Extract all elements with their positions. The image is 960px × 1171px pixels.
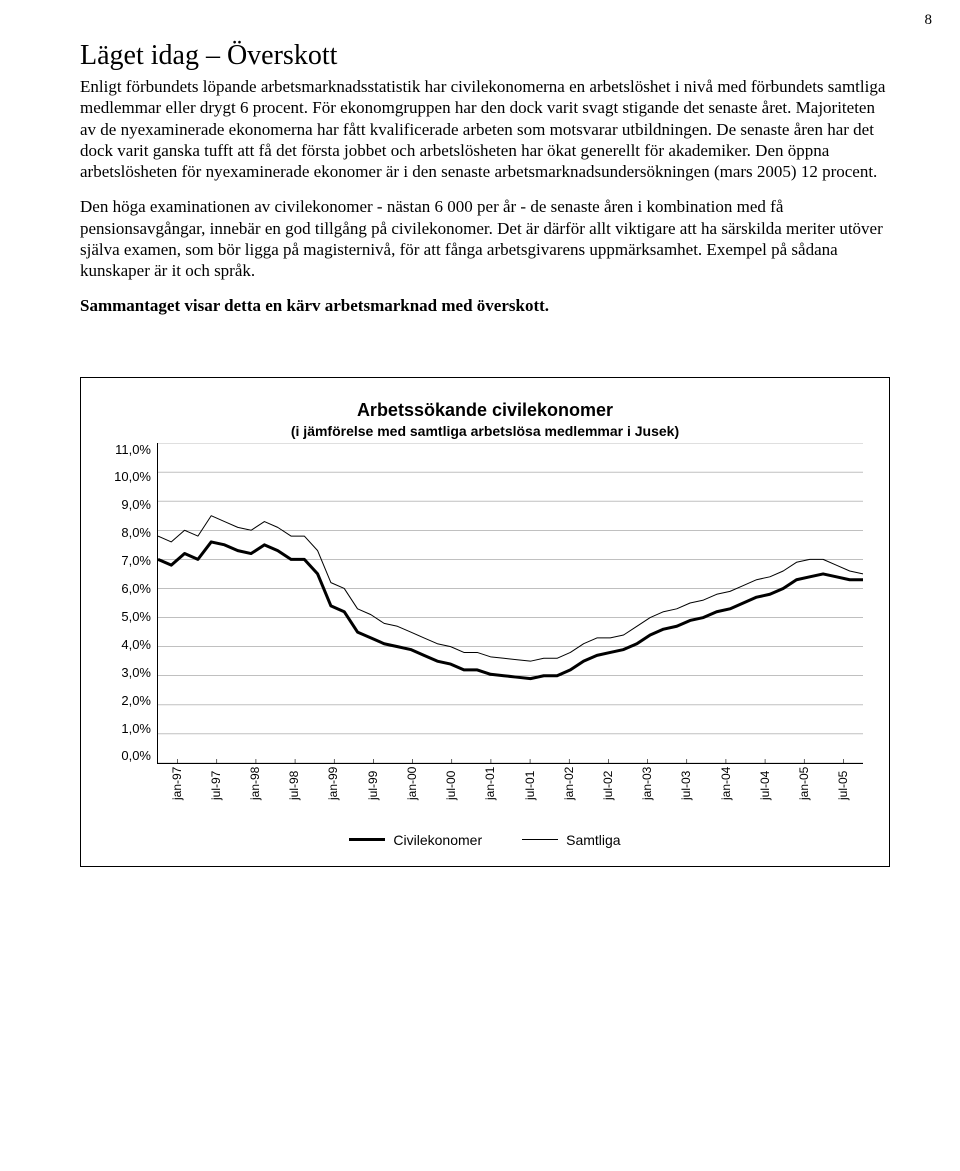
plot-wrap: 11,0% 10,0% 9,0% 8,0% 7,0% 6,0% 5,0% 4,0% 3,0% 2,… [107,443,863,764]
chart-legend: Civilekonomer Samtliga [107,832,863,848]
x-tick-label: jan-98 [248,786,262,800]
x-tick-label: jul-03 [679,786,693,800]
x-tick-label: jul-01 [523,786,537,800]
x-tick-label: jul-98 [287,786,301,800]
summary-bold-line: Sammantaget visar detta en kärv arbetsma… [80,295,890,316]
legend-item-samtliga: Samtliga [522,832,620,848]
body-paragraph-1: Enligt förbundets löpande arbetsmarknads… [80,76,890,182]
y-tick-label: 3,0% [107,666,151,679]
legend-label: Civilekonomer [393,832,482,848]
y-tick-label: 6,0% [107,582,151,595]
y-axis-labels: 11,0% 10,0% 9,0% 8,0% 7,0% 6,0% 5,0% 4,0% 3,0% 2,… [107,443,157,763]
y-tick-label: 1,0% [107,722,151,735]
legend-label: Samtliga [566,832,620,848]
legend-swatch-thick [349,838,385,841]
y-tick-label: 8,0% [107,526,151,539]
x-tick-label: jan-03 [640,786,654,800]
y-tick-label: 11,0% [107,443,151,456]
y-tick-label: 0,0% [107,749,151,762]
page-number: 8 [925,12,933,29]
y-tick-label: 5,0% [107,610,151,623]
x-tick-label: jan-04 [719,786,733,800]
chart-title: Arbetssökande civilekonomer [107,400,863,421]
chart-subtitle: (i jämförelse med samtliga arbetslösa me… [107,423,863,439]
x-tick-label: jul-04 [758,786,772,800]
y-tick-label: 7,0% [107,554,151,567]
x-tick-label: jul-00 [444,786,458,800]
y-tick-label: 9,0% [107,498,151,511]
page-title: Läget idag – Överskott [80,40,890,72]
y-tick-label: 4,0% [107,638,151,651]
x-tick-label: jul-05 [836,786,850,800]
x-tick-label: jan-01 [483,786,497,800]
x-tick-label: jan-99 [326,786,340,800]
x-tick-label: jul-99 [366,786,380,800]
x-tick-label: jan-05 [797,786,811,800]
legend-item-civilekonomer: Civilekonomer [349,832,482,848]
x-tick-label: jul-02 [601,786,615,800]
x-tick-label: jan-02 [562,786,576,800]
legend-swatch-thin [522,839,558,840]
y-tick-label: 2,0% [107,694,151,707]
plot-area [157,443,863,764]
x-tick-label: jul-97 [209,786,223,800]
page: 8 Läget idag – Överskott Enligt förbunde… [0,0,960,1171]
x-tick-label: jan-97 [170,786,184,800]
y-tick-label: 10,0% [107,470,151,483]
x-axis-labels: jan-97 jul-97 jan-98 jul-98 jan-99 jul-99 jan-… [157,768,863,816]
chart-container: Arbetssökande civilekonomer (i jämförels… [80,377,890,867]
body-paragraph-2: Den höga examinationen av civilekonomer … [80,196,890,281]
x-tick-label: jan-00 [405,786,419,800]
